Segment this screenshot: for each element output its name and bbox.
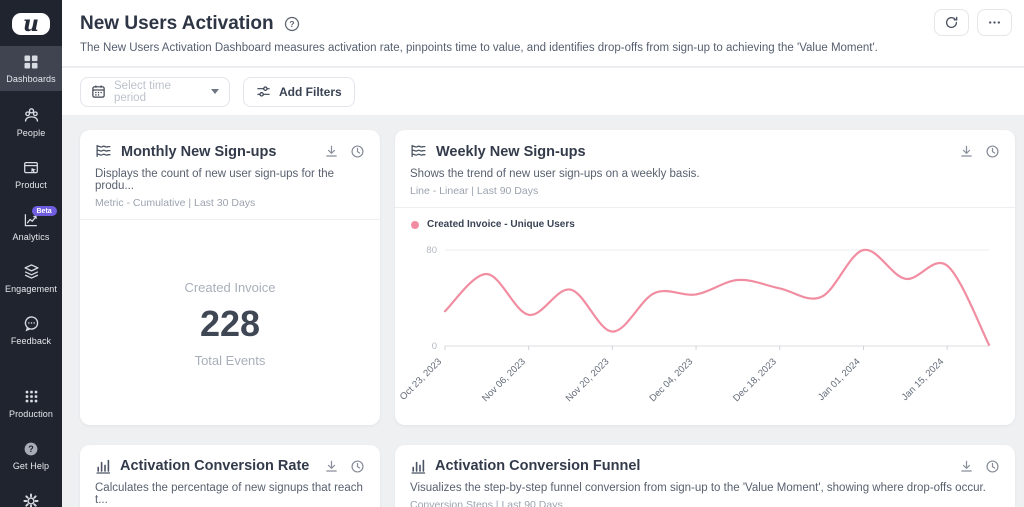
sidebar-item-configure[interactable]: Configure: [0, 487, 62, 507]
more-options-button[interactable]: [977, 9, 1012, 36]
sidebar-item-label: Product: [15, 180, 47, 190]
sidebar-item-get-help[interactable]: ? Get Help: [0, 435, 62, 476]
trend-lines-icon: [95, 143, 112, 160]
weekly-line-chart: 0 80 Oct 23, 2023 Nov 06, 2023 Nov 20, 2023 D…: [398, 245, 991, 404]
page-header: New Users Activation ? The New Users Act…: [62, 0, 1024, 67]
sidebar-item-label: Engagement: [4, 284, 58, 294]
sliders-icon: [256, 84, 271, 99]
add-filters-button[interactable]: Add Filters: [243, 76, 355, 107]
svg-text:?: ?: [28, 444, 34, 454]
sidebar-item-product[interactable]: Product: [0, 154, 62, 195]
sidebar-item-feedback[interactable]: Feedback: [0, 310, 62, 351]
analytics-chart-icon: Beta: [23, 206, 57, 228]
sidebar-item-label: People: [16, 128, 46, 138]
card-title: Activation Conversion Rate: [120, 458, 310, 474]
card-description: Calculates the percentage of new signups…: [95, 482, 363, 506]
svg-text:Nov 20, 2023: Nov 20, 2023: [564, 356, 612, 404]
sidebar-item-analytics[interactable]: Beta Analytics: [0, 206, 62, 247]
logo-letter: u: [23, 11, 39, 37]
card-meta: Conversion Steps | Last 90 Days: [410, 499, 563, 507]
sidebar-item-label: Analytics: [12, 232, 50, 242]
card-activation-conversion-funnel: Activation Conversion Funnel: [395, 445, 1015, 507]
svg-text:Jan 15, 2024: Jan 15, 2024: [900, 356, 947, 403]
legend-dot: [411, 220, 419, 229]
svg-text:Dec 04, 2023: Dec 04, 2023: [647, 356, 695, 404]
product-window-icon: [23, 159, 40, 176]
dashboard-grid-icon: [23, 53, 40, 70]
metric-sublabel: Total Events: [194, 353, 266, 368]
download-icon[interactable]: [324, 459, 339, 474]
svg-text:Oct 23, 2023: Oct 23, 2023: [398, 356, 444, 402]
ellipsis-icon: [987, 15, 1002, 30]
sidebar-item-engagement[interactable]: Engagement: [0, 258, 62, 299]
chat-bubble-icon: [23, 315, 40, 332]
download-icon[interactable]: [959, 144, 974, 159]
card-activation-conversion-rate: Activation Conversion Rate: [80, 445, 380, 507]
page-description: The New Users Activation Dashboard measu…: [80, 42, 878, 54]
card-weekly-new-signups: Weekly New Sign-ups: [395, 130, 1015, 425]
card-title: Monthly New Sign-ups: [121, 143, 277, 160]
bar-chart-icon: [95, 458, 111, 474]
card-title: Weekly New Sign-ups: [436, 143, 586, 160]
time-range-icon[interactable]: [985, 144, 1000, 159]
refresh-button[interactable]: [934, 9, 969, 36]
card-meta: Metric - Cumulative | Last 30 Days: [95, 197, 256, 209]
svg-text:Jan 01, 2024: Jan 01, 2024: [816, 356, 863, 403]
metric-label: Created Invoice: [184, 280, 276, 295]
sidebar-item-label: Get Help: [12, 461, 50, 471]
trend-lines-icon: [410, 143, 427, 160]
time-range-icon[interactable]: [985, 459, 1000, 474]
dots-grid-icon: [23, 388, 40, 405]
sidebar-item-label: Feedback: [10, 336, 52, 346]
card-meta: Line - Linear | Last 90 Days: [410, 185, 539, 197]
card-monthly-new-signups: Monthly New Sign-ups: [80, 130, 380, 425]
svg-text:80: 80: [426, 245, 437, 256]
help-icon[interactable]: ?: [284, 16, 300, 32]
add-filters-label: Add Filters: [279, 84, 342, 99]
beta-badge: Beta: [31, 206, 57, 216]
sidebar-item-people[interactable]: People: [0, 102, 62, 143]
page-title: New Users Activation: [80, 13, 274, 34]
question-circle-icon: ?: [23, 440, 40, 457]
metric-value: 228: [199, 303, 261, 344]
download-icon[interactable]: [324, 144, 339, 159]
card-description: Displays the count of new user sign-ups …: [95, 168, 335, 192]
time-period-select[interactable]: Select time period: [80, 76, 230, 107]
card-divider: [80, 219, 380, 220]
dashboard-content: Monthly New Sign-ups: [62, 115, 1024, 507]
gear-icon: [23, 492, 40, 507]
calendar-icon: [91, 84, 106, 99]
sidebar: u Dashboards People: [0, 0, 62, 507]
sidebar-item-production[interactable]: Production: [0, 383, 62, 424]
card-divider: [395, 207, 1015, 208]
sidebar-item-label: Production: [8, 409, 54, 419]
time-range-icon[interactable]: [350, 144, 365, 159]
userpilot-logo[interactable]: u: [12, 13, 50, 35]
bar-chart-icon: [410, 458, 426, 474]
card-description: Visualizes the step-by-step funnel conve…: [410, 482, 986, 494]
people-icon: [23, 107, 40, 124]
svg-text:Nov 06, 2023: Nov 06, 2023: [480, 356, 528, 404]
chevron-down-icon: [211, 89, 219, 94]
svg-text:Dec 18, 2023: Dec 18, 2023: [731, 356, 779, 404]
refresh-icon: [944, 15, 959, 30]
time-period-placeholder: Select time period: [114, 79, 171, 104]
time-range-icon[interactable]: [350, 459, 365, 474]
layers-icon: [23, 263, 40, 280]
card-description: Shows the trend of new user sign-ups on …: [410, 168, 700, 180]
sidebar-item-dashboards[interactable]: Dashboards: [0, 46, 62, 91]
card-title: Activation Conversion Funnel: [435, 458, 641, 474]
chart-legend: Created Invoice - Unique Users: [395, 208, 1015, 232]
svg-text:0: 0: [432, 341, 437, 352]
legend-label: Created Invoice - Unique Users: [427, 219, 575, 230]
filter-bar: Select time period Add Filters: [62, 68, 1024, 115]
download-icon[interactable]: [959, 459, 974, 474]
svg-text:?: ?: [289, 19, 294, 29]
sidebar-item-label: Dashboards: [6, 74, 56, 84]
